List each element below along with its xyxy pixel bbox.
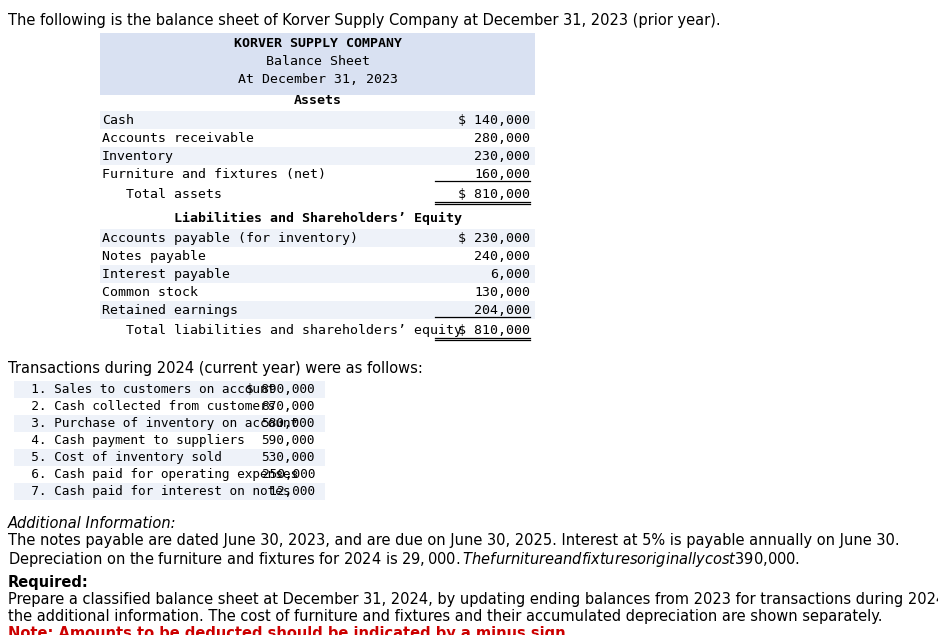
- Text: Assets: Assets: [294, 94, 341, 107]
- Text: 160,000: 160,000: [474, 168, 530, 181]
- Text: Accounts receivable: Accounts receivable: [102, 132, 254, 145]
- Text: The following is the balance sheet of Korver Supply Company at December 31, 2023: The following is the balance sheet of Ko…: [8, 13, 720, 28]
- FancyBboxPatch shape: [100, 129, 535, 147]
- Text: 240,000: 240,000: [474, 250, 530, 263]
- FancyBboxPatch shape: [100, 33, 535, 95]
- Text: 2. Cash collected from customers: 2. Cash collected from customers: [16, 400, 275, 413]
- Text: Total liabilities and shareholders’ equity: Total liabilities and shareholders’ equi…: [110, 324, 462, 337]
- FancyBboxPatch shape: [100, 265, 535, 283]
- FancyBboxPatch shape: [100, 147, 535, 165]
- FancyBboxPatch shape: [14, 415, 325, 432]
- Text: Liabilities and Shareholders’ Equity: Liabilities and Shareholders’ Equity: [174, 212, 461, 225]
- Text: 280,000: 280,000: [474, 132, 530, 145]
- Text: Required:: Required:: [8, 575, 89, 590]
- Text: $ 810,000: $ 810,000: [458, 324, 530, 337]
- Text: Additional Information:: Additional Information:: [8, 516, 176, 531]
- Text: $ 140,000: $ 140,000: [458, 114, 530, 127]
- FancyBboxPatch shape: [14, 483, 325, 500]
- Text: At December 31, 2023: At December 31, 2023: [237, 73, 398, 86]
- Text: Note: Amounts to be deducted should be indicated by a minus sign.: Note: Amounts to be deducted should be i…: [8, 626, 571, 635]
- Text: Total assets: Total assets: [110, 188, 222, 201]
- FancyBboxPatch shape: [14, 449, 325, 466]
- FancyBboxPatch shape: [100, 247, 535, 265]
- Text: $ 890,000: $ 890,000: [247, 383, 315, 396]
- Text: 580,000: 580,000: [262, 417, 315, 430]
- FancyBboxPatch shape: [14, 398, 325, 415]
- FancyBboxPatch shape: [14, 432, 325, 449]
- Text: Depreciation on the furniture and fixtures for 2024 is $29,000. The furniture an: Depreciation on the furniture and fixtur…: [8, 550, 800, 569]
- Text: 590,000: 590,000: [262, 434, 315, 447]
- FancyBboxPatch shape: [100, 301, 535, 319]
- FancyBboxPatch shape: [100, 283, 535, 301]
- Text: Transactions during 2024 (current year) were as follows:: Transactions during 2024 (current year) …: [8, 361, 423, 376]
- Text: 250,000: 250,000: [262, 468, 315, 481]
- Text: Balance Sheet: Balance Sheet: [265, 55, 370, 68]
- Text: 6. Cash paid for operating expenses: 6. Cash paid for operating expenses: [16, 468, 298, 481]
- Text: Inventory: Inventory: [102, 150, 174, 163]
- Text: KORVER SUPPLY COMPANY: KORVER SUPPLY COMPANY: [234, 37, 401, 50]
- Text: 7. Cash paid for interest on notes: 7. Cash paid for interest on notes: [16, 485, 291, 498]
- Text: 12,000: 12,000: [254, 485, 315, 498]
- Text: 530,000: 530,000: [262, 451, 315, 464]
- FancyBboxPatch shape: [100, 111, 535, 129]
- Text: 5. Cost of inventory sold: 5. Cost of inventory sold: [16, 451, 222, 464]
- Text: Interest payable: Interest payable: [102, 268, 230, 281]
- Text: Notes payable: Notes payable: [102, 250, 206, 263]
- Text: 1. Sales to customers on account: 1. Sales to customers on account: [16, 383, 275, 396]
- Text: 3. Purchase of inventory on account: 3. Purchase of inventory on account: [16, 417, 298, 430]
- Text: the additional information. The cost of furniture and fixtures and their accumul: the additional information. The cost of …: [8, 609, 883, 624]
- Text: 870,000: 870,000: [262, 400, 315, 413]
- Text: 204,000: 204,000: [474, 304, 530, 317]
- Text: Cash: Cash: [102, 114, 134, 127]
- Text: Prepare a classified balance sheet at December 31, 2024, by updating ending bala: Prepare a classified balance sheet at De…: [8, 592, 938, 607]
- Text: 130,000: 130,000: [474, 286, 530, 299]
- Text: 4. Cash payment to suppliers: 4. Cash payment to suppliers: [16, 434, 245, 447]
- FancyBboxPatch shape: [14, 466, 325, 483]
- Text: The notes payable are dated June 30, 2023, and are due on June 30, 2025. Interes: The notes payable are dated June 30, 202…: [8, 533, 900, 548]
- Text: $ 810,000: $ 810,000: [458, 188, 530, 201]
- FancyBboxPatch shape: [100, 229, 535, 247]
- Text: $ 230,000: $ 230,000: [458, 232, 530, 245]
- FancyBboxPatch shape: [100, 165, 535, 183]
- FancyBboxPatch shape: [14, 381, 325, 398]
- Text: Furniture and fixtures (net): Furniture and fixtures (net): [102, 168, 326, 181]
- Text: Retained earnings: Retained earnings: [102, 304, 238, 317]
- Text: 6,000: 6,000: [490, 268, 530, 281]
- Text: 230,000: 230,000: [474, 150, 530, 163]
- Text: Accounts payable (for inventory): Accounts payable (for inventory): [102, 232, 358, 245]
- Text: Common stock: Common stock: [102, 286, 198, 299]
